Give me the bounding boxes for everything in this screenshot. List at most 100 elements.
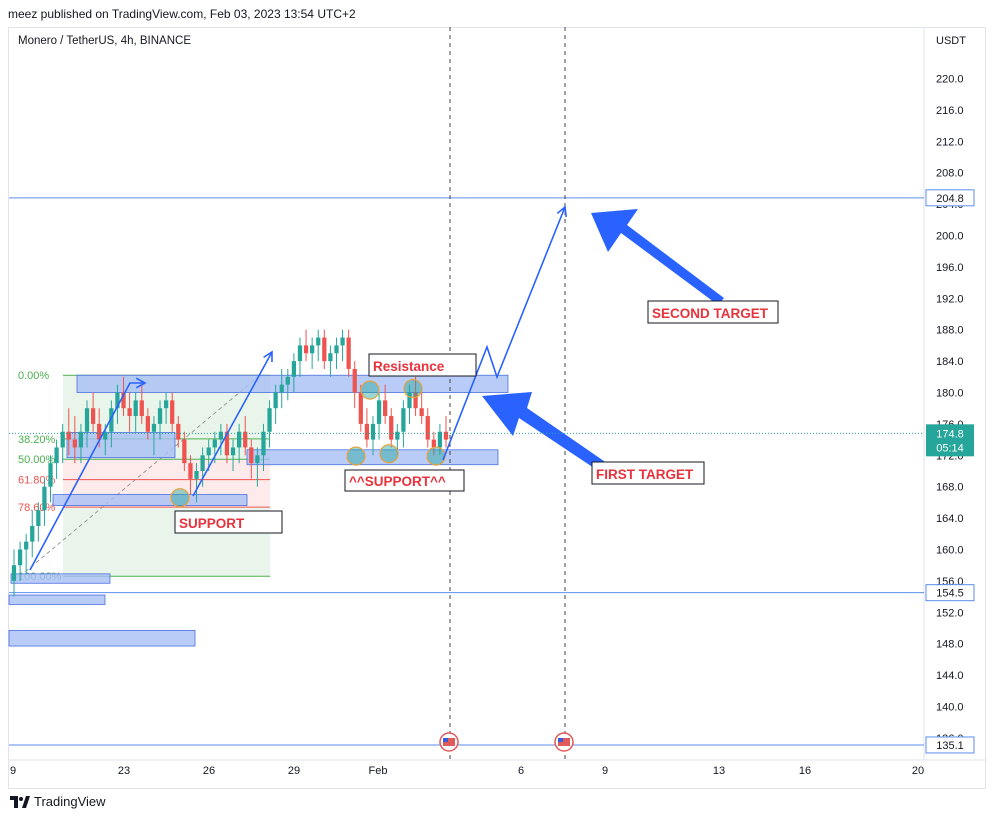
second-target-note-box bbox=[647, 300, 779, 324]
second-target-note: SECOND TARGET bbox=[652, 306, 769, 321]
path-arrowhead-2 bbox=[263, 350, 273, 363]
footer-brand[interactable]: TradingView bbox=[10, 794, 106, 809]
x-tick-label: 13 bbox=[713, 765, 725, 777]
candle-body bbox=[176, 423, 181, 440]
candle-body bbox=[103, 431, 108, 440]
pivot-circle bbox=[360, 380, 380, 400]
fib-level-label: 38.20% bbox=[18, 434, 56, 446]
fib-level-label: 50.00% bbox=[18, 454, 56, 466]
y-tick-label: 216.0 bbox=[936, 105, 964, 117]
candle-body bbox=[42, 486, 47, 511]
candle-body bbox=[316, 337, 321, 346]
y-tick-label: 212.0 bbox=[936, 136, 964, 148]
candle-body bbox=[218, 431, 224, 440]
path-arrow-3 bbox=[442, 206, 566, 461]
path-arrow-2 bbox=[192, 351, 273, 497]
last-price-tag bbox=[926, 424, 974, 457]
price-zone bbox=[66, 432, 176, 459]
candle-body bbox=[182, 439, 187, 464]
event-icon-canton bbox=[558, 738, 563, 742]
symbol-title[interactable]: Monero / TetherUS, 4h, BINANCE bbox=[18, 35, 191, 47]
candle-body bbox=[297, 345, 303, 362]
candle-body bbox=[328, 353, 333, 362]
candle-body bbox=[376, 400, 382, 424]
candle-body bbox=[255, 455, 260, 464]
candle-body bbox=[11, 565, 17, 581]
y-tick-label: 208.0 bbox=[936, 168, 964, 180]
candle-body bbox=[346, 337, 351, 369]
y-tick-label: 200.0 bbox=[936, 231, 964, 243]
pivot-circle bbox=[379, 444, 399, 464]
first-target-arrow bbox=[482, 392, 614, 476]
candle-body bbox=[36, 510, 41, 526]
candle-body bbox=[72, 439, 77, 448]
candle-body bbox=[419, 408, 424, 417]
candle-body bbox=[383, 400, 388, 417]
x-tick-label: 20 bbox=[912, 765, 924, 777]
price-zone bbox=[8, 629, 196, 647]
y-tick-label: 196.0 bbox=[936, 262, 964, 274]
candle-body bbox=[243, 431, 248, 448]
x-tick-label: 9 bbox=[602, 765, 608, 777]
candle-body bbox=[261, 431, 266, 456]
horizontal-level-label: 135.1 bbox=[936, 740, 964, 752]
y-tick-label: 188.0 bbox=[936, 325, 964, 337]
candle-body bbox=[17, 549, 23, 566]
candle-body bbox=[109, 408, 114, 432]
pivot-circle bbox=[403, 378, 423, 399]
candle-body bbox=[188, 463, 193, 479]
publisher-line: meez published on TradingView.com, Feb 0… bbox=[8, 7, 356, 21]
candle-body bbox=[24, 541, 29, 550]
candle-body bbox=[97, 423, 102, 440]
candle-body bbox=[340, 337, 345, 346]
us-flag-event-icon bbox=[554, 732, 574, 752]
price-zone bbox=[10, 573, 111, 584]
tradingview-logo-icon bbox=[10, 795, 30, 808]
candle-body bbox=[200, 455, 205, 471]
x-tick-label: 16 bbox=[799, 765, 811, 777]
candle-body bbox=[285, 376, 290, 385]
first-target-note: FIRST TARGET bbox=[596, 467, 694, 482]
candle-body bbox=[212, 439, 217, 448]
path-arrow-1 bbox=[29, 382, 145, 571]
x-tick-label: 26 bbox=[203, 765, 215, 777]
candle-body bbox=[279, 384, 284, 393]
y-tick-label: 180.0 bbox=[936, 388, 964, 400]
chart-frame bbox=[8, 27, 986, 789]
candle-body bbox=[66, 431, 71, 440]
resistance-note: Resistance bbox=[373, 359, 445, 374]
candle-body bbox=[322, 337, 327, 362]
currency-label: USDT bbox=[936, 35, 966, 47]
x-tick-label: 23 bbox=[118, 765, 130, 777]
pivot-circle bbox=[346, 446, 366, 466]
y-tick-label: 152.0 bbox=[936, 607, 964, 619]
candle-body bbox=[90, 408, 96, 424]
x-tick-label: 9 bbox=[10, 765, 16, 777]
support-left-note-box bbox=[174, 510, 283, 534]
candle-body bbox=[145, 416, 150, 432]
candle-body bbox=[236, 431, 242, 448]
candle-body bbox=[267, 408, 272, 432]
candle-body bbox=[431, 439, 436, 448]
candle-body bbox=[413, 392, 418, 409]
y-tick-label: 220.0 bbox=[936, 74, 964, 86]
resistance-note-box bbox=[368, 353, 477, 377]
fib-trend-line bbox=[19, 374, 261, 577]
y-tick-label: 144.0 bbox=[936, 670, 964, 682]
candle-body bbox=[54, 447, 59, 464]
us-flag-event-icon bbox=[439, 732, 459, 752]
candle-body bbox=[310, 345, 315, 354]
candle-body bbox=[224, 431, 230, 456]
fib-level-label: 61.80% bbox=[18, 475, 56, 487]
first-target-note-box bbox=[591, 461, 705, 485]
candle-body bbox=[30, 525, 35, 542]
y-tick-label: 160.0 bbox=[936, 545, 964, 557]
y-tick-label: 164.0 bbox=[936, 513, 964, 525]
fib-level-label: 0.00% bbox=[18, 370, 49, 382]
candle-body bbox=[115, 392, 120, 409]
candle-body bbox=[358, 392, 363, 424]
last-price-label: 174.8 bbox=[936, 428, 964, 440]
candle-body bbox=[273, 392, 278, 409]
candle-body bbox=[230, 447, 236, 456]
